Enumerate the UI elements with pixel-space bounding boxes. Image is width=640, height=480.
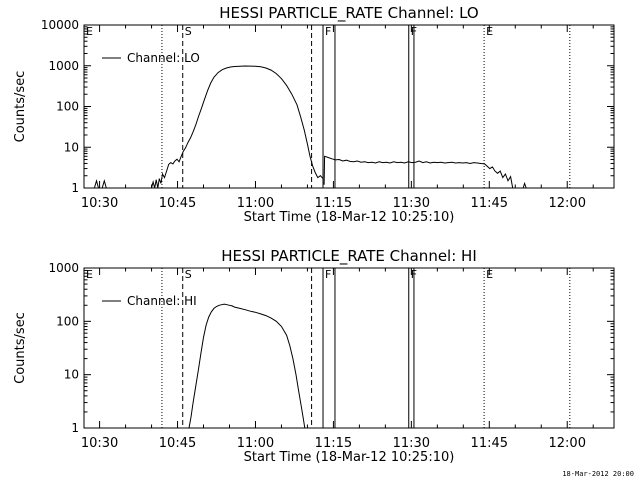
x-tick-label: 10:45 <box>159 436 196 451</box>
footer-timestamp: 18-Mar-2012 20:00 <box>562 470 634 478</box>
y-tick-label: 100 <box>56 314 79 328</box>
y-tick-label: 10 <box>64 140 79 154</box>
legend-label: Channel: HI <box>127 294 197 308</box>
x-tick-label: 11:30 <box>393 436 430 451</box>
x-tick-label: 10:45 <box>159 196 196 211</box>
series-line <box>323 155 514 189</box>
axes-frame <box>83 24 615 189</box>
chart-title: HESSI PARTICLE_RATE Channel: HI <box>221 247 477 266</box>
event-marker-label: E <box>86 25 93 38</box>
x-tick-label: 10:30 <box>81 436 118 451</box>
series-line <box>522 181 527 189</box>
y-axis-label: Counts/sec <box>13 312 28 384</box>
x-axis-label: Start Time (18-Mar-12 10:25:10) <box>244 450 455 465</box>
y-tick-label: 10000 <box>41 18 79 32</box>
x-tick-label: 12:00 <box>549 436 586 451</box>
y-tick-label: 1000 <box>48 59 79 73</box>
series-line <box>93 178 99 189</box>
x-tick-label: 12:00 <box>549 196 586 211</box>
x-tick-label: 11:00 <box>237 196 274 211</box>
event-marker-label: S <box>185 268 192 281</box>
x-tick-label: 11:00 <box>237 436 274 451</box>
series-line <box>151 65 324 189</box>
event-marker-label: E <box>486 25 493 38</box>
series-line <box>188 303 306 429</box>
event-marker-label: F <box>325 25 331 38</box>
event-marker-label: E <box>486 268 493 281</box>
event-marker-label: F <box>325 268 331 281</box>
chart-title: HESSI PARTICLE_RATE Channel: LO <box>219 4 478 23</box>
y-tick-label: 1000 <box>48 261 79 275</box>
x-tick-label: 10:30 <box>81 196 118 211</box>
axes-frame <box>83 267 615 429</box>
y-tick-label: 1 <box>71 181 79 195</box>
panel-lo: HESSI PARTICLE_RATE Channel: LO 1 10 100 100… <box>13 4 615 225</box>
y-axis-label: Counts/sec <box>13 71 28 143</box>
y-tick-label: 1 <box>71 421 79 435</box>
panel-hi: HESSI PARTICLE_RATE Channel: HI 1 10 100 100… <box>13 247 615 465</box>
y-tick-label: 10 <box>64 368 79 382</box>
x-axis-label: Start Time (18-Mar-12 10:25:10) <box>244 210 455 225</box>
x-tick-label: 11:30 <box>393 196 430 211</box>
y-tick-label: 100 <box>56 100 79 114</box>
x-tick-label: 11:45 <box>471 196 508 211</box>
event-marker-label: S <box>185 25 192 38</box>
series-line <box>101 178 107 189</box>
event-marker-label: E <box>86 268 93 281</box>
x-tick-label: 11:45 <box>471 436 508 451</box>
legend-label: Channel: LO <box>127 51 200 65</box>
x-tick-label: 11:15 <box>315 436 352 451</box>
x-tick-label: 11:15 <box>315 196 352 211</box>
